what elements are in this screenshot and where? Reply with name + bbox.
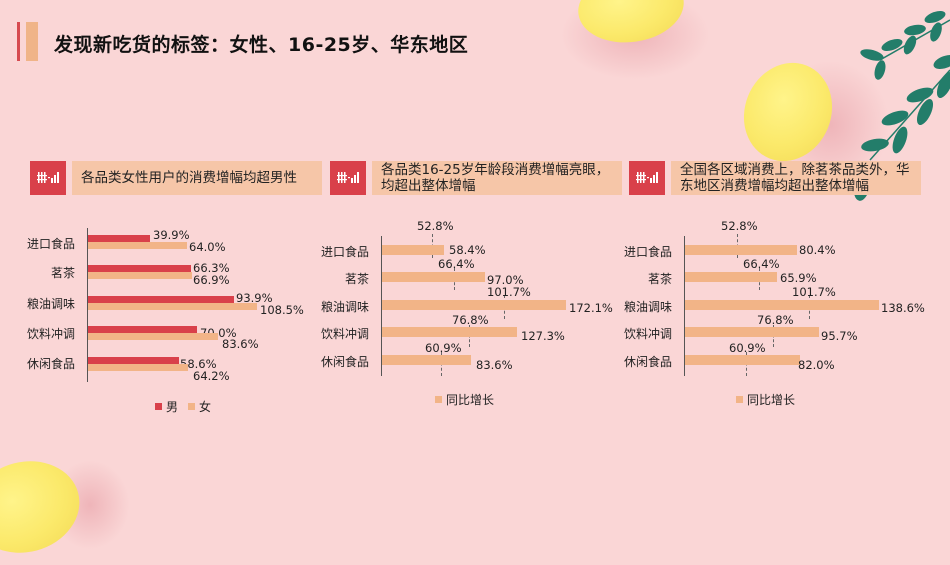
legend-swatch-female <box>188 403 196 410</box>
legend: 同比增长 <box>736 391 795 408</box>
value-label: 58.4% <box>449 243 486 257</box>
category-label: 休闲食品 <box>623 355 672 369</box>
bar-growth <box>382 272 485 282</box>
legend-swatch-growth <box>736 396 743 403</box>
value-label: 172.1% <box>569 301 613 315</box>
value-label: 108.5% <box>260 303 304 317</box>
y-axis <box>684 236 685 376</box>
category-label: 茗茶 <box>344 272 369 286</box>
value-label: 66.9% <box>193 273 230 287</box>
bar-growth <box>382 245 444 255</box>
overall-label: 52.8% <box>417 219 454 233</box>
legend-label-growth: 同比增长 <box>747 393 796 407</box>
overall-label: 60.9% <box>729 341 766 355</box>
category-label: 粮油调味 <box>26 297 75 311</box>
category-label: 进口食品 <box>26 237 75 251</box>
overall-label: 76.8% <box>452 313 489 327</box>
category-label: 粮油调味 <box>623 300 672 314</box>
bar-female <box>88 364 188 371</box>
legend: 男 女 <box>155 398 211 415</box>
overall-label: 76.8% <box>757 313 794 327</box>
legend-label-male: 男 <box>166 400 179 414</box>
value-label: 97.0% <box>487 273 524 287</box>
value-label: 83.6% <box>222 337 259 351</box>
overall-label: 60.9% <box>425 341 462 355</box>
category-label: 饮料冲调 <box>623 327 672 341</box>
value-label: 58.6% <box>180 357 217 371</box>
bar-female <box>88 303 257 310</box>
bar-female <box>88 333 218 340</box>
legend-label-growth: 同比增长 <box>446 393 495 407</box>
bar-male <box>88 235 150 242</box>
y-axis <box>381 236 382 376</box>
leaf-branch-icon <box>853 10 950 201</box>
category-label: 茗茶 <box>647 272 672 286</box>
value-label: 83.6% <box>476 358 513 372</box>
panel-header-text: 各品类女性用户的消费增幅均超男性 <box>72 161 322 195</box>
value-label: 64.2% <box>193 369 230 383</box>
category-label: 茗茶 <box>50 266 75 280</box>
value-label: 80.4% <box>799 243 836 257</box>
category-label: 进口食品 <box>320 245 369 259</box>
legend: 同比增长 <box>435 391 494 408</box>
category-label: 休闲食品 <box>26 357 75 371</box>
bar-chart-icon <box>30 161 66 195</box>
bar-growth <box>382 355 471 365</box>
value-label: 93.9% <box>236 291 273 305</box>
overall-label: 101.7% <box>487 285 531 299</box>
category-label: 粮油调味 <box>320 300 369 314</box>
value-label: 127.3% <box>521 329 565 343</box>
bar-female <box>88 272 192 279</box>
legend-label-female: 女 <box>199 400 212 414</box>
overall-label: 66.4% <box>438 257 475 271</box>
bar-male <box>88 296 234 303</box>
overall-label: 101.7% <box>792 285 836 299</box>
value-label: 65.9% <box>780 271 817 285</box>
bar-chart-icon <box>629 161 665 195</box>
bar-female <box>88 242 187 249</box>
category-label: 饮料冲调 <box>320 327 369 341</box>
y-axis <box>87 228 88 382</box>
bar-growth <box>685 327 819 337</box>
value-label: 138.6% <box>881 301 925 315</box>
category-label: 休闲食品 <box>320 355 369 369</box>
overall-label: 66.4% <box>743 257 780 271</box>
legend-swatch-growth <box>435 396 442 403</box>
category-label: 饮料冲调 <box>26 327 75 341</box>
value-label: 64.0% <box>189 240 226 254</box>
bar-growth <box>685 355 800 365</box>
value-label: 66.3% <box>193 261 230 275</box>
page-title: 发现新吃货的标签：女性、16-25岁、华东地区 <box>54 34 469 56</box>
bar-growth <box>685 300 879 310</box>
bar-chart-icon <box>330 161 366 195</box>
overall-label: 52.8% <box>721 219 758 233</box>
panel-header-text: 各品类16-25岁年龄段消费增幅亮眼，均超出整体增幅 <box>372 161 622 195</box>
value-label: 39.9% <box>153 228 190 242</box>
category-label: 进口食品 <box>623 245 672 259</box>
bar-male <box>88 265 191 272</box>
panel-header-text: 全国各区域消费上，除茗茶品类外，华东地区消费增幅均超出整体增幅 <box>671 161 921 195</box>
value-label: 95.7% <box>821 329 858 343</box>
legend-swatch-male <box>155 403 162 410</box>
bar-male <box>88 357 179 364</box>
bar-male <box>88 326 197 333</box>
bar-growth <box>382 300 566 310</box>
bar-growth <box>382 327 517 337</box>
bar-growth <box>685 272 777 282</box>
bar-growth <box>685 245 797 255</box>
value-label: 82.0% <box>798 358 835 372</box>
